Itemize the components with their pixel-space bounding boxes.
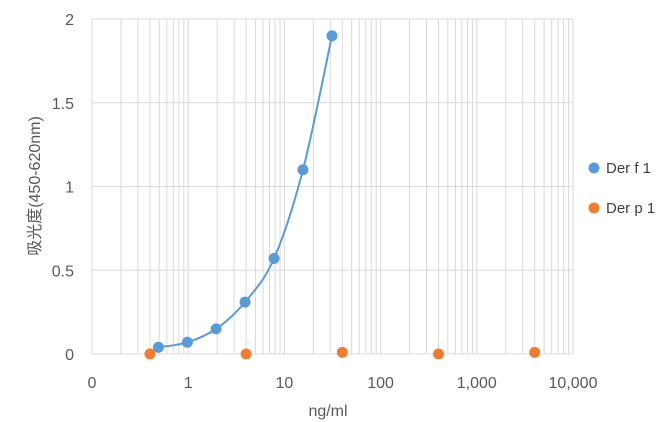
y-tick-labels: 0 0.5 1 1.5 2 xyxy=(52,12,74,364)
x-tick-label: 1 xyxy=(184,375,193,392)
y-tick-label: 2 xyxy=(65,12,74,29)
x-tick-labels: 0 1 10 100 1,000 10,000 xyxy=(88,375,598,392)
legend-entry: Der f 1 xyxy=(606,160,651,177)
x-tick-label: 10 xyxy=(276,375,294,392)
y-tick-label: 0.5 xyxy=(52,263,74,280)
data-point xyxy=(240,348,252,360)
x-tick-label: 10,000 xyxy=(549,375,598,392)
legend: Der f 1 Der p 1 xyxy=(588,160,655,217)
x-tick-label: 100 xyxy=(367,375,394,392)
y-tick-label: 1.5 xyxy=(52,96,74,113)
legend-entry: Der p 1 xyxy=(606,200,655,217)
data-point xyxy=(433,348,445,360)
x-tick-label: 1,000 xyxy=(457,375,497,392)
x-tick-label: 0 xyxy=(88,375,97,392)
data-points xyxy=(144,30,541,360)
grid xyxy=(91,18,574,355)
data-point xyxy=(181,336,193,348)
data-point xyxy=(336,346,348,358)
data-point xyxy=(144,348,156,360)
data-point xyxy=(268,253,280,265)
y-axis-title: 吸光度(450-620nm) xyxy=(26,116,44,256)
y-tick-label: 1 xyxy=(65,180,74,197)
data-point xyxy=(152,341,164,353)
legend-marker xyxy=(588,162,600,174)
data-point xyxy=(210,323,222,335)
data-point xyxy=(297,164,309,176)
data-point xyxy=(529,346,541,358)
y-tick-label: 0 xyxy=(65,347,74,364)
data-point xyxy=(326,30,338,42)
legend-marker xyxy=(588,202,600,214)
data-point xyxy=(239,296,251,308)
x-axis-title: ng/ml xyxy=(308,403,347,420)
